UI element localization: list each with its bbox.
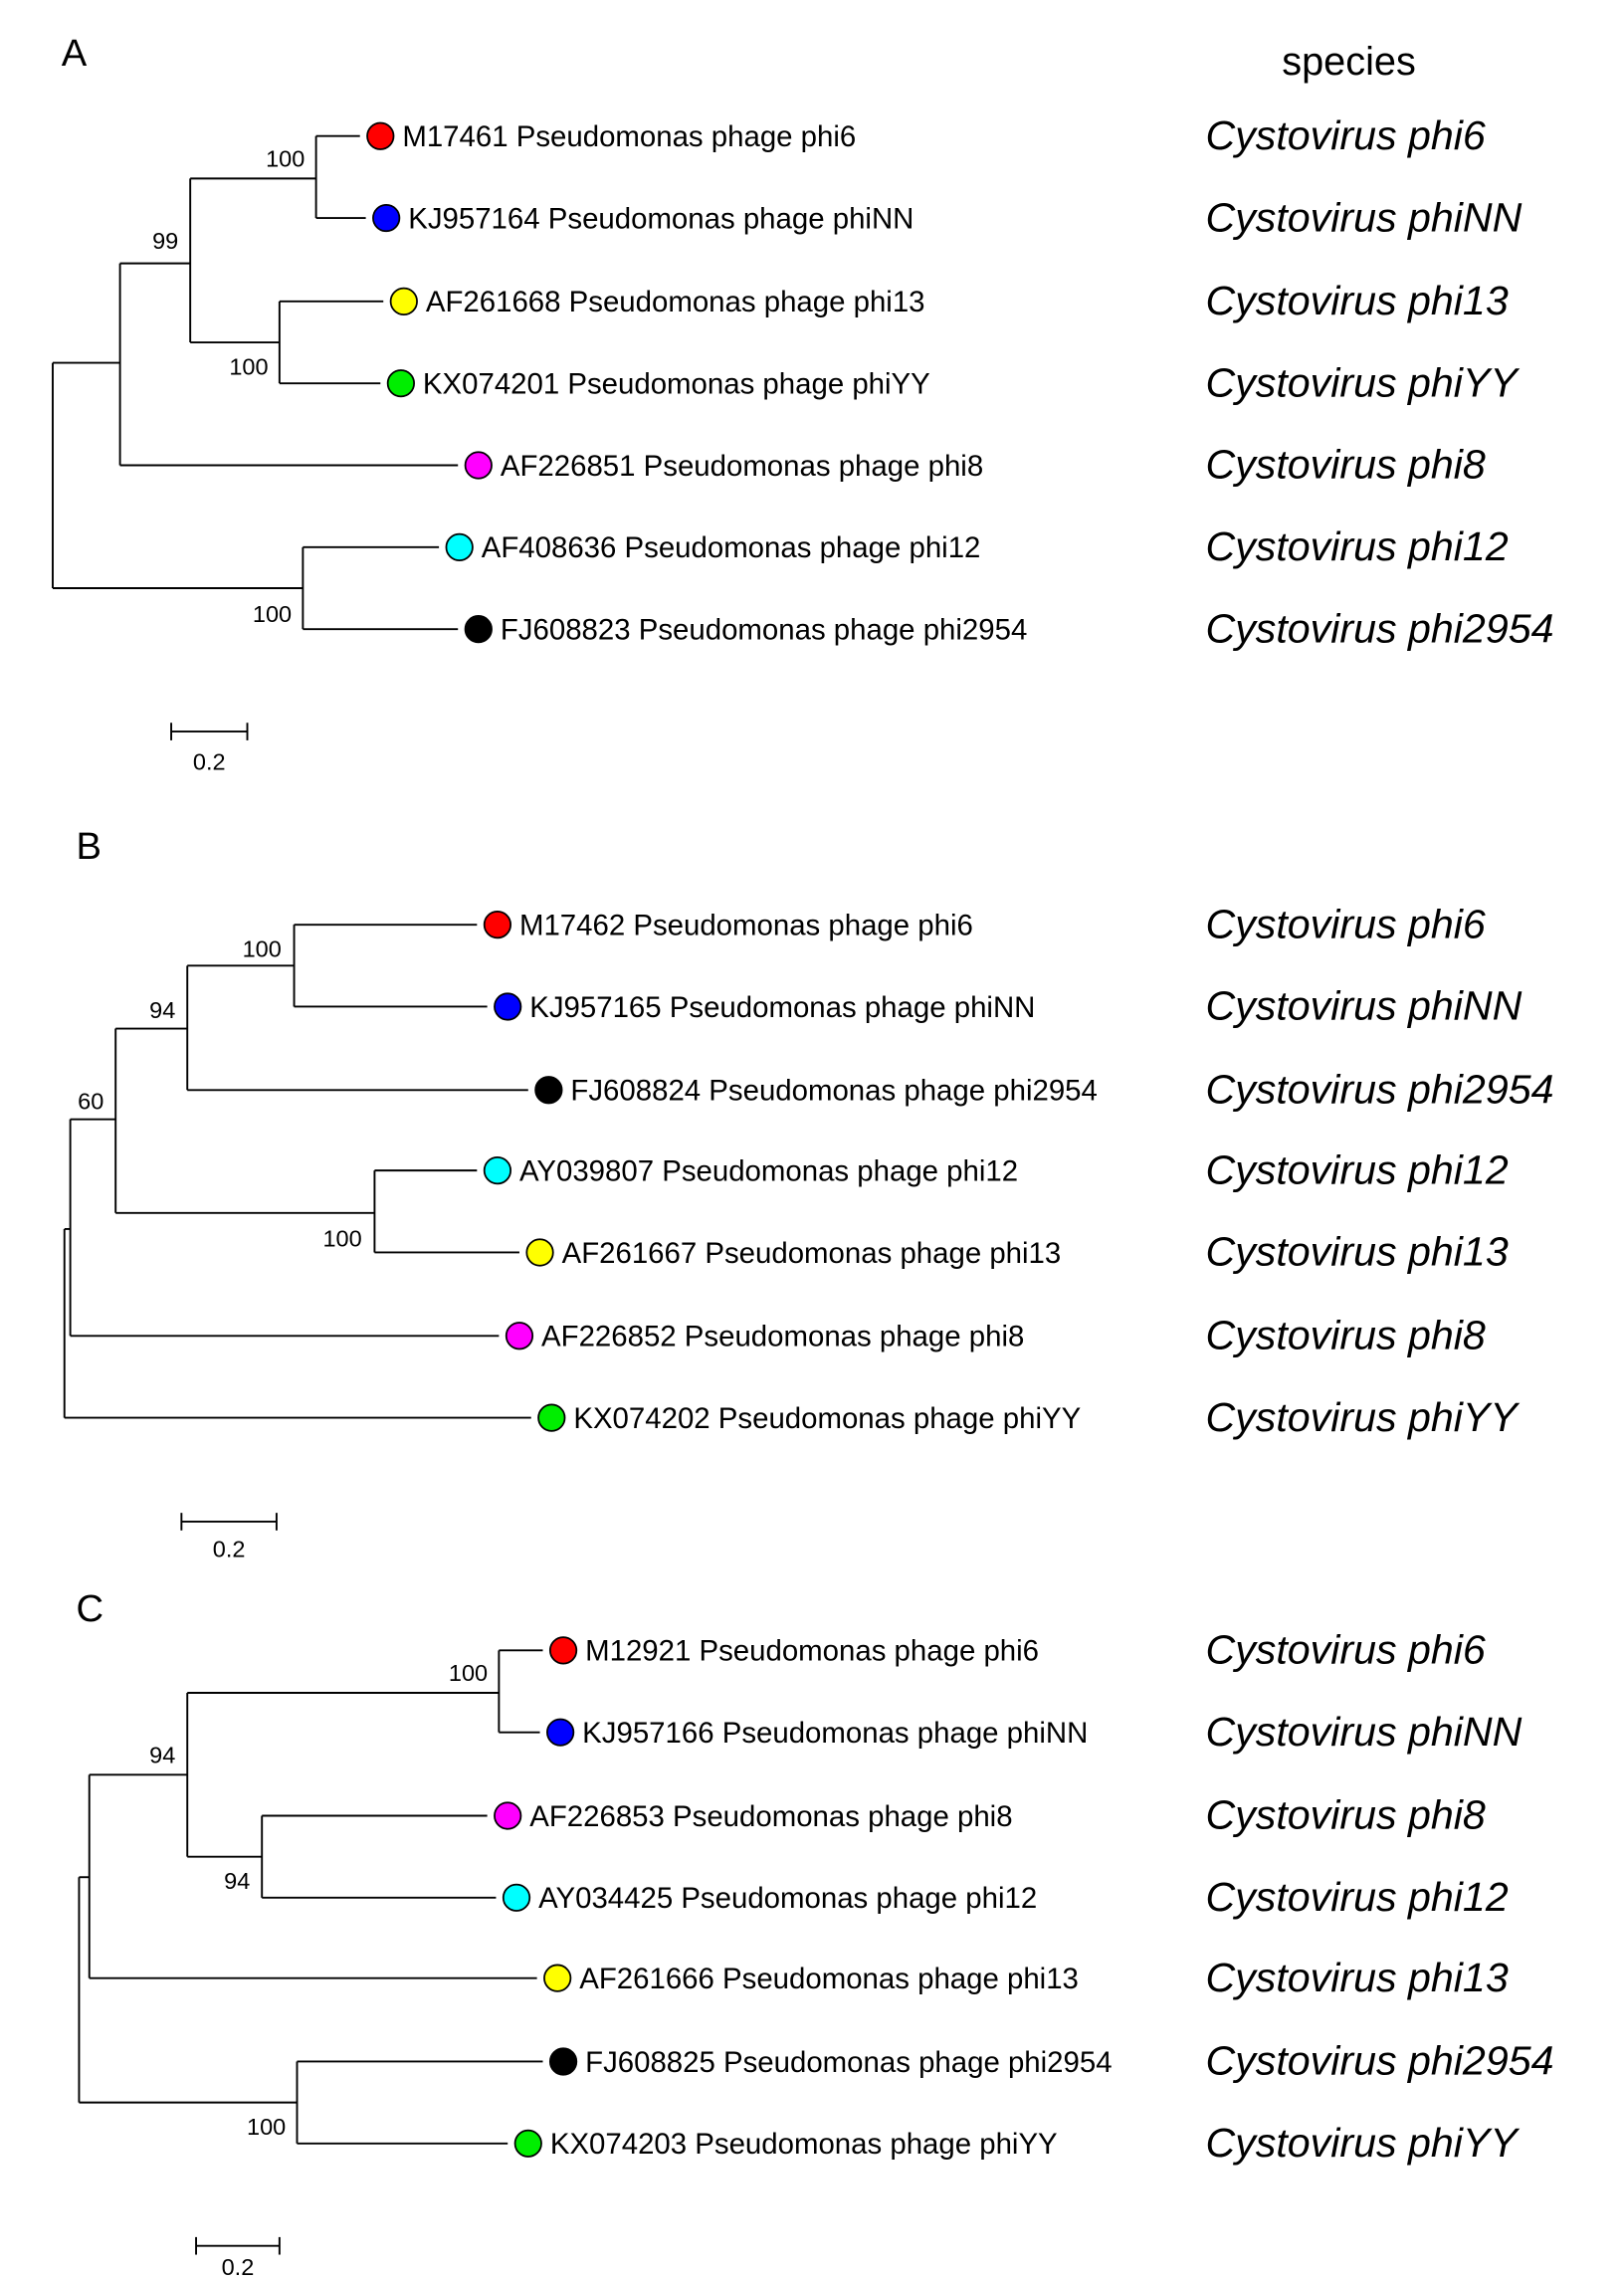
leaf-marker-dot — [372, 203, 401, 233]
tree-panel-b: B M17462 Pseudomonas phage phi6 Cystovirus… — [63, 825, 1553, 1561]
leaf-marker-dot — [502, 1883, 531, 1912]
bootstrap-value: 100 — [266, 146, 304, 172]
bootstrap-value: 100 — [449, 1660, 488, 1686]
species-label: Cystovirus phi2954 — [1205, 1067, 1553, 1113]
leaf-label: KJ957165 Pseudomonas phage phiNN — [529, 991, 1035, 1024]
leaf-label: AF226852 Pseudomonas phage phi8 — [541, 1321, 1024, 1353]
leaf-label: FJ608825 Pseudomonas phage phi2954 — [585, 2046, 1112, 2079]
species-label: Cystovirus phi8 — [1205, 1792, 1485, 1838]
leaf-label: AF226851 Pseudomonas phage phi8 — [501, 450, 983, 483]
bootstrap-value: 94 — [149, 997, 175, 1023]
tree-panel-a: A M17461 Pseudomonas phage phi6 Cystovirus… — [52, 32, 1553, 774]
panel-label: B — [77, 825, 102, 868]
leaf-marker-dot — [534, 1076, 563, 1105]
leaf-label: AF261667 Pseudomonas phage phi13 — [562, 1237, 1062, 1270]
leaf-label: AF226853 Pseudomonas phage phi8 — [529, 1800, 1012, 1833]
leaf-marker-dot — [464, 615, 493, 644]
leaf-marker-dot — [494, 1801, 522, 1830]
leaf-label: AF261666 Pseudomonas phage phi13 — [579, 1963, 1079, 1995]
leaf-label: KX074203 Pseudomonas phage phiYY — [550, 2128, 1058, 2161]
scale-bar-label: 0.2 — [222, 2254, 255, 2280]
leaf-marker-dot — [548, 2047, 578, 2076]
leaf-label: M17461 Pseudomonas phage phi6 — [402, 120, 856, 153]
scale-bar: 0.2 — [170, 723, 249, 774]
species-label: Cystovirus phiNN — [1205, 1709, 1522, 1755]
leaf-label: KJ957166 Pseudomonas phage phiNN — [582, 1717, 1088, 1750]
species-label: Cystovirus phi2954 — [1205, 2038, 1553, 2084]
species-label: Cystovirus phiNN — [1205, 194, 1522, 240]
leaf-label: KX074201 Pseudomonas phage phiYY — [423, 367, 930, 400]
leaf-label: FJ608823 Pseudomonas phage phi2954 — [501, 613, 1027, 646]
species-label: Cystovirus phi8 — [1205, 442, 1485, 488]
leaf-label: FJ608824 Pseudomonas phage phi2954 — [570, 1075, 1097, 1108]
leaf-marker-dot — [513, 2129, 542, 2158]
species-label: Cystovirus phi8 — [1205, 1312, 1485, 1357]
bootstrap-value: 100 — [322, 1226, 361, 1252]
leaf-marker-dot — [548, 1636, 578, 1665]
leaf-marker-dot — [546, 1718, 575, 1747]
species-column-header: species — [1282, 40, 1416, 84]
bootstrap-value: 100 — [243, 935, 282, 961]
leaf-marker-dot — [464, 451, 493, 480]
bootstrap-value: 99 — [152, 228, 178, 254]
scale-bar-label: 0.2 — [213, 1536, 246, 1561]
leaf-marker-dot — [389, 287, 418, 315]
leaf-marker-dot — [537, 1403, 566, 1432]
species-label: Cystovirus phi12 — [1205, 523, 1508, 569]
bootstrap-value: 60 — [78, 1088, 103, 1114]
leaf-label: M12921 Pseudomonas phage phi6 — [585, 1635, 1039, 1668]
leaf-label: AY034425 Pseudomonas phage phi12 — [538, 1882, 1037, 1915]
leaf-label: M17462 Pseudomonas phage phi6 — [519, 909, 973, 941]
leaf-marker-dot — [494, 992, 522, 1021]
bootstrap-value: 94 — [224, 1868, 250, 1894]
leaf-label: AF261668 Pseudomonas phage phi13 — [426, 286, 925, 318]
leaf-label: AF408636 Pseudomonas phage phi12 — [482, 531, 981, 564]
leaf-marker-dot — [386, 369, 415, 398]
leaf-marker-dot — [366, 121, 395, 150]
tree-panel-c: C M12921 Pseudomonas phage phi6 Cystovirus… — [77, 1587, 1554, 2280]
bootstrap-value: 100 — [247, 2114, 286, 2140]
leaf-marker-dot — [445, 532, 474, 561]
scale-bar: 0.2 — [180, 1513, 278, 1561]
scale-bar-label: 0.2 — [193, 748, 226, 774]
panel-label: C — [77, 1587, 104, 1630]
species-label: Cystovirus phi12 — [1205, 1146, 1508, 1192]
species-label: Cystovirus phiYY — [1205, 2120, 1520, 2166]
species-label: Cystovirus phi13 — [1205, 1955, 1508, 2000]
leaf-marker-dot — [505, 1322, 534, 1350]
leaf-label: KX074202 Pseudomonas phage phiYY — [573, 1402, 1081, 1435]
species-label: Cystovirus phi6 — [1205, 112, 1485, 158]
leaf-marker-dot — [483, 1156, 512, 1185]
leaf-label: AY039807 Pseudomonas phage phi12 — [519, 1154, 1018, 1187]
leaf-marker-dot — [525, 1238, 554, 1267]
species-label: Cystovirus phi13 — [1205, 1229, 1508, 1275]
species-label: Cystovirus phi2954 — [1205, 605, 1553, 651]
species-label: Cystovirus phi6 — [1205, 1627, 1485, 1673]
species-label: Cystovirus phi13 — [1205, 278, 1508, 323]
scale-bar: 0.2 — [195, 2236, 281, 2280]
bootstrap-value: 100 — [229, 353, 268, 379]
species-label: Cystovirus phi6 — [1205, 901, 1485, 946]
species-label: Cystovirus phiYY — [1205, 1394, 1520, 1440]
panel-label: A — [62, 32, 88, 75]
leaf-marker-dot — [483, 911, 512, 939]
leaf-marker-dot — [543, 1964, 572, 1992]
bootstrap-value: 94 — [149, 1743, 175, 1768]
species-label: Cystovirus phiNN — [1205, 983, 1522, 1029]
leaf-label: KJ957164 Pseudomonas phage phiNN — [408, 202, 914, 235]
species-label: Cystovirus phi12 — [1205, 1874, 1508, 1920]
bootstrap-value: 100 — [253, 601, 292, 627]
species-label: Cystovirus phiYY — [1205, 359, 1520, 405]
